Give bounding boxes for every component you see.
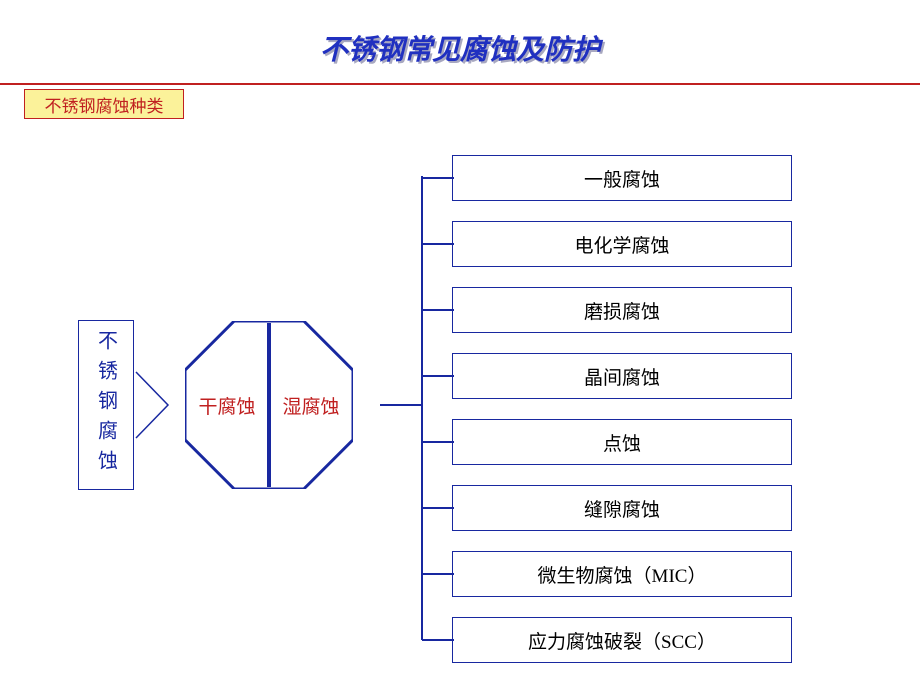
leaf-node-text: 晶间腐蚀 — [584, 363, 660, 390]
leaf-node: 微生物腐蚀（MIC） — [452, 551, 792, 597]
root-node-text: 不锈钢腐蚀 — [92, 330, 121, 480]
section-label: 不锈钢腐蚀种类 — [24, 89, 184, 119]
octagon-node: 干腐蚀 湿腐蚀 — [185, 321, 353, 489]
bracket-connector — [380, 176, 456, 642]
octagon-left-half: 干腐蚀 — [185, 321, 269, 489]
section-label-text: 不锈钢腐蚀种类 — [45, 92, 164, 117]
leaf-node: 晶间腐蚀 — [452, 353, 792, 399]
leaf-node-text: 缝隙腐蚀 — [584, 495, 660, 522]
octagon-right-half: 湿腐蚀 — [269, 321, 353, 489]
leaf-node-text: 微生物腐蚀（MIC） — [538, 561, 707, 588]
leaf-node-text: 应力腐蚀破裂（SCC） — [528, 627, 716, 654]
divider-line — [0, 83, 920, 85]
leaf-node: 点蚀 — [452, 419, 792, 465]
leaf-node: 应力腐蚀破裂（SCC） — [452, 617, 792, 663]
root-arrow-icon — [134, 370, 170, 440]
page-title: 不锈钢常见腐蚀及防护 — [0, 28, 920, 68]
leaf-node-text: 磨损腐蚀 — [584, 297, 660, 324]
title-text: 不锈钢常见腐蚀及防护 — [320, 35, 600, 66]
octagon-left-label: 干腐蚀 — [198, 392, 255, 419]
leaf-node-text: 一般腐蚀 — [584, 165, 660, 192]
leaf-node-text: 电化学腐蚀 — [574, 231, 669, 258]
leaf-node-text: 点蚀 — [603, 429, 641, 456]
octagon-right-label: 湿腐蚀 — [282, 392, 339, 419]
leaf-node: 一般腐蚀 — [452, 155, 792, 201]
root-node: 不锈钢腐蚀 — [78, 320, 134, 490]
leaf-node: 缝隙腐蚀 — [452, 485, 792, 531]
leaf-node: 磨损腐蚀 — [452, 287, 792, 333]
leaf-node: 电化学腐蚀 — [452, 221, 792, 267]
